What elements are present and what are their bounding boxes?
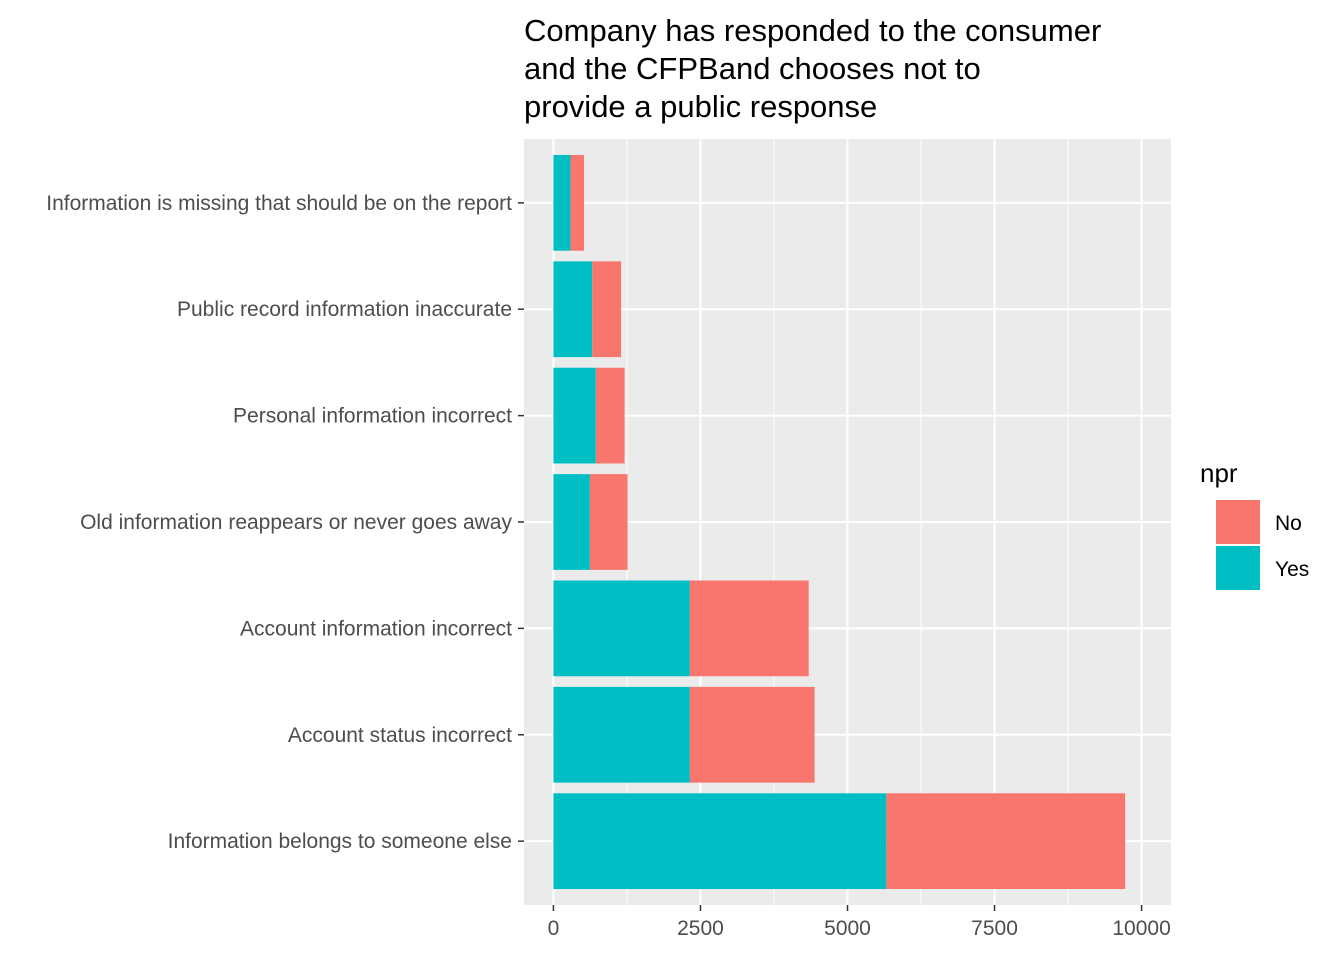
bar-yes [553,686,690,783]
legend-key-no [1216,500,1260,544]
chart-title: Company has responded to the consumer an… [524,13,1101,124]
gridlines [524,139,1171,905]
x-tick-label: 10000 [1112,917,1170,940]
y-tick-label: Information belongs to someone else [168,830,512,853]
legend: npr No Yes [1200,458,1309,590]
legend-title: npr [1200,458,1238,488]
y-axis: Information is missing that should be on… [46,192,524,853]
chart-title-line: Company has responded to the consumer [524,13,1101,48]
x-tick-label: 0 [548,917,560,940]
bar-yes [553,793,887,890]
chart-title-line: provide a public response [524,89,877,124]
bar-yes [553,580,690,677]
bar-no [886,793,1126,890]
bar-no [689,580,809,677]
bar-no [570,154,584,251]
y-tick-label: Public record information inaccurate [177,298,512,321]
legend-key-yes [1216,546,1260,590]
x-tick-label: 2500 [677,917,724,940]
bar-no [592,261,622,358]
y-tick-label: Old information reappears or never goes … [80,511,512,534]
bar-yes [553,261,593,358]
x-tick-label: 7500 [971,917,1018,940]
x-axis: 0 2500 5000 7500 10000 [548,905,1171,940]
bar-yes [553,367,596,464]
legend-label-yes: Yes [1275,558,1309,581]
bars [553,154,1126,890]
bar-yes [553,154,571,251]
bar-no [689,686,815,783]
chart-title-line: and the CFPBand chooses not to [524,51,981,86]
y-tick-label: Personal information incorrect [233,405,512,428]
y-tick-label: Information is missing that should be on… [46,192,512,215]
bar-no [589,474,628,570]
y-tick-label: Account status incorrect [288,724,512,747]
legend-label-no: No [1275,512,1302,535]
bar-no [595,367,625,464]
y-tick-label: Account information incorrect [240,617,512,640]
x-tick-label: 5000 [824,917,871,940]
bar-yes [553,474,590,570]
